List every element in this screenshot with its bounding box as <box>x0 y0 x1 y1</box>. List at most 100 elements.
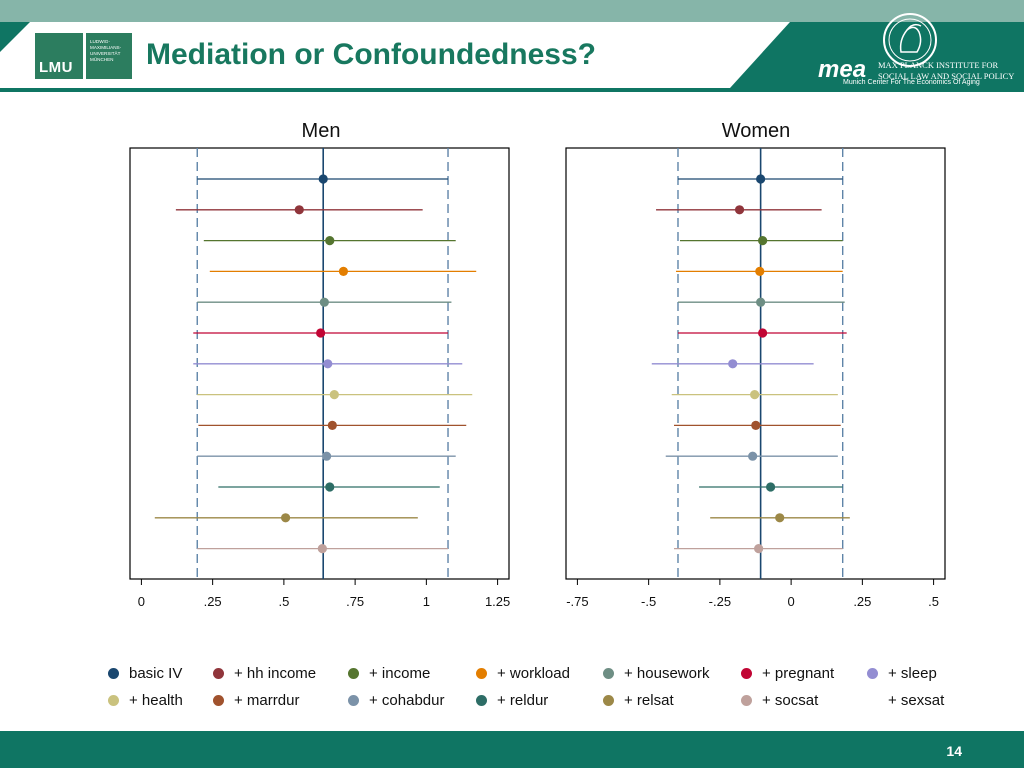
estimate-point <box>751 420 761 430</box>
x-tick-label: 1 <box>423 594 430 609</box>
legend-marker <box>348 668 359 679</box>
women-panel-title: Women <box>721 120 791 142</box>
estimate-point <box>318 174 328 184</box>
legend-label: + reldur <box>497 692 549 709</box>
estimate-point <box>322 451 332 461</box>
legend-label: + hh income <box>234 665 317 682</box>
legend-label: + pregnant <box>762 665 835 682</box>
estimate-point <box>775 513 785 523</box>
slide-title: Mediation or Confoundedness? <box>146 38 596 71</box>
legend-marker <box>476 695 487 706</box>
legend-item: basic IV <box>108 665 182 682</box>
legend-marker <box>213 695 224 706</box>
x-tick-label: -.25 <box>709 594 731 609</box>
estimate-point <box>329 390 339 400</box>
estimate-point <box>758 236 768 246</box>
legend-marker <box>741 695 752 706</box>
legend-item: + reldur <box>476 692 548 709</box>
estimate-point <box>327 420 337 430</box>
x-tick-label: .25 <box>204 594 222 609</box>
mea-logo: mea <box>818 56 867 83</box>
legend-label: + health <box>129 692 183 709</box>
legend-item: + sleep <box>867 665 937 682</box>
legend-label: basic IV <box>129 665 183 682</box>
estimate-point <box>294 205 304 215</box>
x-tick-label: 0 <box>138 594 145 609</box>
legend-item: + relsat <box>603 692 674 709</box>
mea-institute-name: MAX PLANCK INSTITUTE FOR SOCIAL LAW AND … <box>878 60 1014 82</box>
legend-label: + relsat <box>624 692 674 709</box>
legend-marker <box>108 695 119 706</box>
x-tick-label: .5 <box>928 594 939 609</box>
legend-marker <box>603 695 614 706</box>
men-panel-title: Men <box>301 120 341 142</box>
estimate-point <box>758 328 768 338</box>
header-strip <box>0 0 1024 22</box>
legend-marker <box>867 668 878 679</box>
estimate-point <box>325 236 335 246</box>
legend-marker <box>213 668 224 679</box>
legend-label: + socsat <box>762 692 819 709</box>
estimate-point <box>766 482 776 492</box>
legend-label: + workload <box>497 665 570 682</box>
lmu-logo-text: LMU <box>39 59 73 76</box>
legend-item: + socsat <box>741 692 818 709</box>
legend-label: + sexsat <box>888 692 945 709</box>
lmu-name-line: LUDWIG- <box>90 39 110 44</box>
estimate-point <box>756 297 766 307</box>
estimate-point <box>323 359 333 369</box>
x-tick-label: 0 <box>788 594 795 609</box>
legend-item: + workload <box>476 665 570 682</box>
legend-item: + income <box>348 665 430 682</box>
lmu-name-line: MAXIMILIANS- <box>90 45 122 50</box>
mea-institute-line: MAX PLANCK INSTITUTE FOR <box>878 60 999 70</box>
x-tick-label: .5 <box>278 594 289 609</box>
estimate-point <box>756 174 766 184</box>
estimate-point <box>750 390 760 400</box>
estimate-point <box>280 513 291 523</box>
footer-bar <box>0 731 1024 768</box>
legend-item: + housework <box>603 665 709 682</box>
legend-label: + marrdur <box>234 692 300 709</box>
x-tick-label: .25 <box>853 594 871 609</box>
lmu-name-line: UNIVERSITÄT <box>90 51 121 56</box>
mea-institute-line: SOCIAL LAW AND SOCIAL POLICY <box>878 71 1015 81</box>
estimate-point <box>734 205 745 215</box>
x-tick-label: -.75 <box>566 594 588 609</box>
lmu-name-block: LUDWIG- MAXIMILIANS- UNIVERSITÄT MÜNCHEN <box>86 33 132 79</box>
coefficient-plots: 0 .25 .5 .75 1 1.25 -.75 -.5 -.25 0 .25 .5 <box>129 147 946 609</box>
legend-label: + housework <box>624 665 710 682</box>
legend-item: + hh income <box>213 665 316 682</box>
x-tick-label: .75 <box>346 594 364 609</box>
legend-item: + health <box>108 692 183 709</box>
x-tick-label: 1.25 <box>485 594 510 609</box>
legend-marker <box>867 695 878 706</box>
legend-marker <box>348 695 359 706</box>
estimate-point <box>338 266 349 276</box>
mea-subtitle: Munich Center For The Economics Of Aging <box>843 79 980 86</box>
estimate-point <box>325 482 335 492</box>
legend-item: + pregnant <box>741 665 834 682</box>
lmu-name-line: MÜNCHEN <box>90 57 114 62</box>
estimate-point <box>755 266 765 276</box>
legend-marker <box>741 668 752 679</box>
legend-item: + marrdur <box>213 692 299 709</box>
legend-label: + cohabdur <box>369 692 445 709</box>
legend-item: + sexsat <box>867 692 944 709</box>
estimate-point <box>728 359 738 369</box>
legend-marker <box>603 668 614 679</box>
estimate-point <box>316 328 326 338</box>
page-number: 14 <box>946 743 962 759</box>
x-tick-label: -.5 <box>641 594 656 609</box>
estimate-point <box>319 297 329 307</box>
lmu-logo: LMU <box>35 33 83 79</box>
minerva-seal-icon <box>883 13 937 67</box>
legend-marker <box>108 668 119 679</box>
estimate-point <box>748 451 758 461</box>
legend-label: + income <box>369 665 431 682</box>
legend-marker <box>476 668 487 679</box>
estimate-point <box>754 544 764 554</box>
estimate-point <box>317 544 327 554</box>
legend-item: + cohabdur <box>348 692 444 709</box>
title-plate <box>0 22 790 88</box>
